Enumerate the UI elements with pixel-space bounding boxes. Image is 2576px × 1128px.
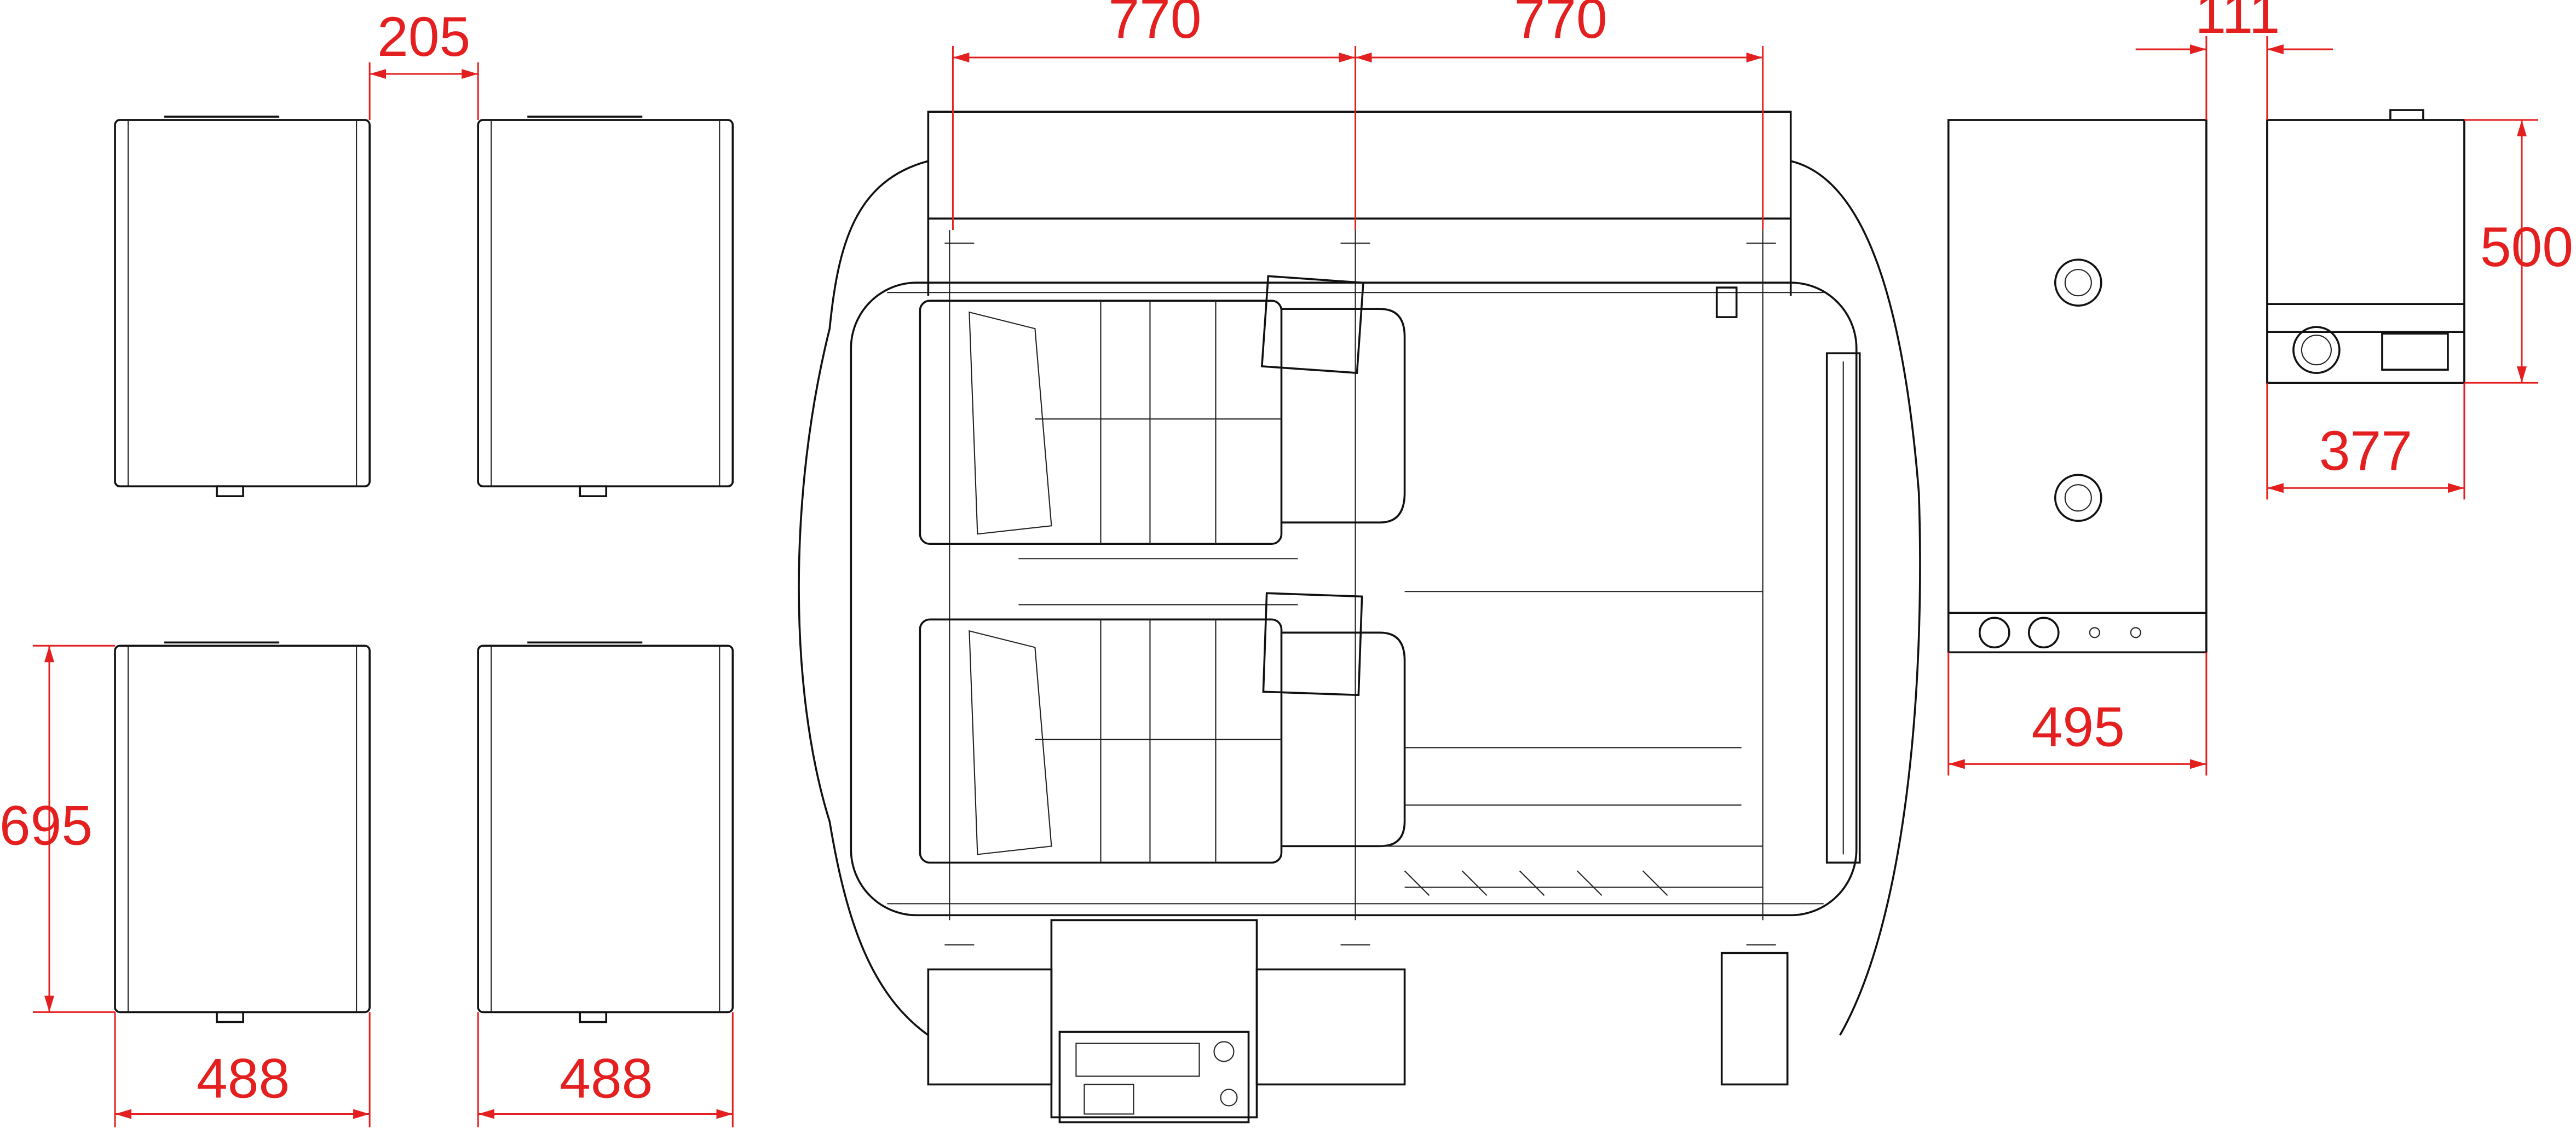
machine-part [1084, 1084, 1134, 1115]
end-view-part [2267, 109, 2464, 333]
side-panel-part [2064, 484, 2092, 512]
dimension-lines-part [2135, 36, 2333, 120]
machine-part [1260, 275, 1364, 374]
dimension-label: 770 [1108, 0, 1201, 50]
machine-part [1075, 1043, 1200, 1077]
end-view-part [2301, 335, 2332, 366]
dimension-label: 111 [2195, 0, 2280, 45]
side-panel [1947, 119, 2208, 654]
cabinets-part [477, 644, 734, 1014]
dimension-lines-part [368, 62, 479, 120]
cabinets-part [477, 119, 734, 488]
machine-part [927, 111, 1792, 296]
machine-part [1262, 592, 1363, 697]
dimension-label: 488 [560, 1047, 653, 1109]
dimension-label: 205 [377, 5, 470, 68]
side-panel-part [2054, 474, 2102, 522]
machine-part [887, 230, 1824, 920]
machine-part [850, 281, 1858, 917]
machine-part [1281, 308, 1406, 848]
dimension-label: 488 [197, 1047, 290, 1109]
dimension-lines-part [2266, 383, 2465, 500]
machine-part [1790, 160, 1921, 1036]
machine-part [1050, 919, 1258, 1119]
cabinets-part [127, 120, 721, 1012]
cabinets-part [114, 119, 371, 488]
side-panel-part [2089, 627, 2100, 638]
end-view-part [2292, 326, 2341, 374]
dimension-label: 495 [2032, 695, 2125, 758]
machine-part [1213, 1041, 1235, 1062]
side-panel-part [1947, 119, 2208, 654]
machine-part [1255, 968, 1406, 1086]
side-panel-part [2130, 627, 2141, 638]
machine-part [1058, 1031, 1250, 1124]
machine-part [944, 243, 1776, 946]
machine-part [1720, 952, 1789, 1086]
dimension-label: 500 [2480, 216, 2573, 278]
cabinets-part [114, 644, 371, 1014]
machine-part [798, 160, 929, 1036]
dimension-label: 377 [2319, 419, 2412, 482]
dimension-label: 695 [0, 794, 93, 856]
machine-part [927, 111, 1792, 220]
side-panel-part [2064, 269, 2092, 297]
dimension-lines-part [952, 46, 1764, 231]
machine-part [927, 968, 1053, 1086]
dimension-lines [33, 36, 2538, 1127]
cabinets-part [164, 116, 643, 1023]
machine-part [969, 301, 1298, 863]
machine-part [1825, 352, 1861, 864]
machine-part [1715, 286, 1738, 318]
dimension-label: 770 [1514, 0, 1607, 50]
machine [798, 111, 1921, 1124]
side-panel-part [1978, 617, 2010, 649]
machine-part [1220, 1089, 1238, 1107]
end-view-part [2266, 119, 2465, 384]
dimension-lines-part [114, 1012, 734, 1127]
end-view [2266, 109, 2465, 384]
end-view-part [2381, 332, 2449, 371]
dimension-lines-part [1947, 652, 2208, 776]
side-panel-part [2027, 617, 2060, 649]
machine-part [1380, 591, 1763, 896]
cabinets [114, 116, 734, 1023]
side-panel-part [2054, 258, 2102, 307]
